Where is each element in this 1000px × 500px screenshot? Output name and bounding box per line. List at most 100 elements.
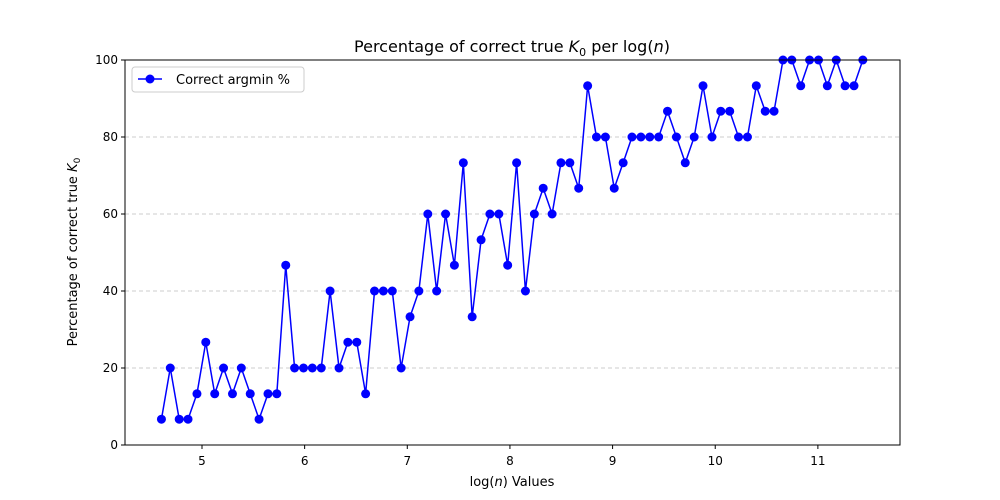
data-point bbox=[822, 81, 832, 91]
data-point bbox=[378, 286, 388, 296]
data-point bbox=[565, 158, 575, 168]
data-point bbox=[307, 363, 317, 373]
data-point bbox=[689, 132, 699, 142]
data-point bbox=[201, 337, 211, 347]
data-point bbox=[680, 158, 690, 168]
data-point bbox=[219, 363, 229, 373]
data-point bbox=[343, 337, 353, 347]
data-point bbox=[458, 158, 468, 168]
legend: Correct argmin % bbox=[131, 66, 305, 93]
y-tick-label: 60 bbox=[103, 207, 118, 221]
data-point bbox=[503, 260, 513, 270]
data-point bbox=[467, 312, 477, 322]
data-point bbox=[361, 389, 371, 399]
data-point bbox=[263, 389, 273, 399]
data-point bbox=[334, 363, 344, 373]
data-point bbox=[299, 363, 309, 373]
data-point bbox=[725, 106, 735, 116]
data-point bbox=[183, 414, 193, 424]
data-point bbox=[281, 260, 291, 270]
data-point bbox=[414, 286, 424, 296]
data-point bbox=[449, 260, 459, 270]
data-point bbox=[290, 363, 300, 373]
data-point bbox=[210, 389, 220, 399]
data-point bbox=[574, 183, 584, 193]
data-point bbox=[227, 389, 237, 399]
data-point bbox=[583, 81, 593, 91]
y-tick-label: 0 bbox=[110, 438, 118, 452]
x-tick-label: 11 bbox=[810, 454, 825, 468]
data-point bbox=[716, 106, 726, 116]
x-tick-label: 5 bbox=[198, 454, 206, 468]
data-point bbox=[494, 209, 504, 219]
data-point bbox=[760, 106, 770, 116]
data-point bbox=[849, 81, 859, 91]
data-point bbox=[734, 132, 744, 142]
data-point bbox=[636, 132, 646, 142]
data-point bbox=[512, 158, 522, 168]
data-point bbox=[627, 132, 637, 142]
data-point bbox=[547, 209, 557, 219]
data-point bbox=[769, 106, 779, 116]
data-point bbox=[370, 286, 380, 296]
data-point bbox=[245, 389, 255, 399]
data-point bbox=[796, 81, 806, 91]
data-point bbox=[405, 312, 415, 322]
data-point bbox=[529, 209, 539, 219]
y-axis-label: Percentage of correct true K0 bbox=[66, 157, 83, 346]
data-point bbox=[423, 209, 433, 219]
data-point bbox=[316, 363, 326, 373]
plot-area bbox=[125, 60, 900, 445]
data-point bbox=[671, 132, 681, 142]
data-point bbox=[654, 132, 664, 142]
data-point bbox=[165, 363, 175, 373]
data-point bbox=[663, 106, 672, 116]
x-tick-label: 8 bbox=[506, 454, 514, 468]
data-point bbox=[156, 414, 166, 424]
y-tick-label: 100 bbox=[95, 53, 118, 67]
data-point bbox=[485, 209, 495, 219]
legend-label: Correct argmin % bbox=[176, 73, 290, 88]
legend-box bbox=[131, 66, 305, 93]
data-point bbox=[272, 389, 282, 399]
data-point bbox=[174, 414, 184, 424]
data-point bbox=[352, 337, 362, 347]
data-point bbox=[645, 132, 655, 142]
data-point bbox=[192, 389, 202, 399]
data-point bbox=[751, 81, 761, 91]
data-point bbox=[387, 286, 397, 296]
data-point bbox=[600, 132, 610, 142]
data-point bbox=[538, 183, 548, 193]
y-tick-label: 80 bbox=[103, 130, 118, 144]
data-point bbox=[254, 414, 264, 424]
x-axis-label: log(n) Values bbox=[470, 475, 555, 490]
chart-title: Percentage of correct true K0 per log(n) bbox=[354, 37, 670, 59]
legend-marker-swatch bbox=[145, 74, 155, 84]
data-point bbox=[840, 81, 850, 91]
x-axis-ticks: 5 6 7 8 9 10 11 bbox=[198, 445, 826, 468]
data-point bbox=[556, 158, 566, 168]
data-point bbox=[236, 363, 246, 373]
x-tick-label: 6 bbox=[301, 454, 309, 468]
series-layer bbox=[156, 55, 868, 424]
data-point bbox=[618, 158, 628, 168]
y-axis-ticks: 0 20 40 60 80 100 bbox=[95, 53, 125, 452]
y-tick-label: 20 bbox=[103, 361, 118, 375]
data-point bbox=[432, 286, 442, 296]
plot-frame bbox=[124, 59, 901, 446]
data-point bbox=[609, 183, 619, 193]
data-point bbox=[591, 132, 601, 142]
data-point bbox=[325, 286, 335, 296]
data-point bbox=[396, 363, 406, 373]
x-tick-label: 10 bbox=[708, 454, 723, 468]
data-point bbox=[441, 209, 451, 219]
y-tick-label: 40 bbox=[103, 284, 118, 298]
data-point bbox=[698, 81, 708, 91]
x-tick-label: 9 bbox=[609, 454, 617, 468]
x-tick-label: 7 bbox=[403, 454, 411, 468]
data-point bbox=[742, 132, 752, 142]
data-point bbox=[520, 286, 530, 296]
data-point bbox=[476, 235, 486, 245]
data-point bbox=[707, 132, 717, 142]
